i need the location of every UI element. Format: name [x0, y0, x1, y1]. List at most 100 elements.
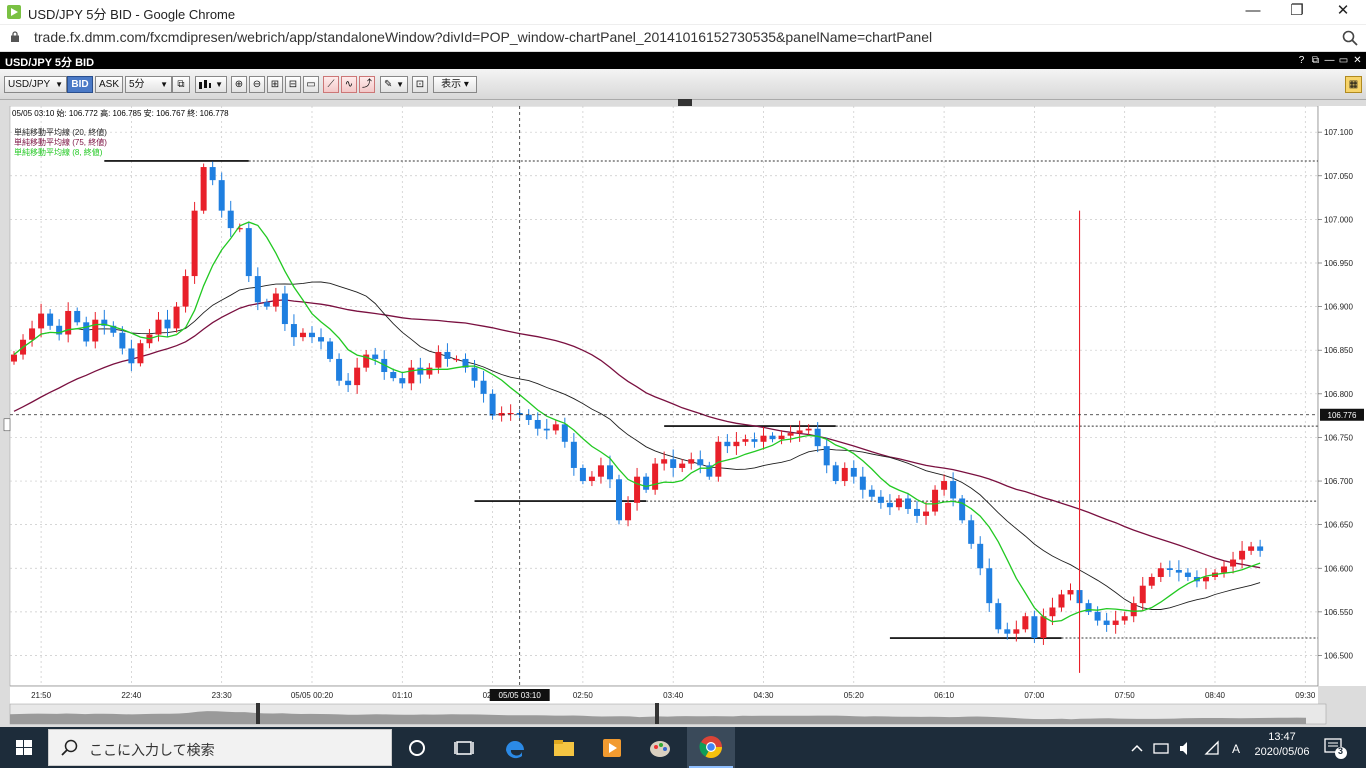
x-tick-label: 07:00 [1024, 691, 1045, 700]
candle-body [652, 463, 659, 490]
indicator-2-button[interactable]: ∿ [341, 76, 357, 93]
candles [11, 161, 1264, 645]
timeframe-select[interactable]: 5分 ▼ [125, 76, 172, 93]
zoom-out-button[interactable]: ⊖ [249, 76, 265, 93]
ma20-line [13, 281, 1261, 610]
paint-icon[interactable] [645, 733, 675, 763]
y-tick-label: 106.500 [1324, 651, 1353, 660]
pair-value: USD/JPY [8, 79, 51, 90]
close-window-button[interactable]: ✕ [1336, 2, 1350, 19]
candle-body [318, 337, 325, 342]
system-tray[interactable]: A [1128, 738, 1248, 758]
candle-body [579, 467, 586, 482]
candle-body [1139, 585, 1146, 604]
chevron-down-icon: ▼ [215, 80, 223, 89]
chart-type-select[interactable]: ▼ [195, 76, 227, 93]
current-price-label: 106.776 [1328, 411, 1357, 420]
help-button[interactable]: ? [1298, 55, 1305, 66]
settings-button[interactable]: ▦ [1345, 76, 1362, 93]
candle-body [543, 428, 550, 431]
candle-body [841, 467, 848, 482]
panel-maximize-button[interactable]: ▭ [1338, 55, 1349, 66]
restore-button[interactable]: ❐ [1290, 2, 1304, 19]
ma75-line [13, 299, 1261, 569]
task-view-icon[interactable] [449, 733, 479, 763]
candle-body [462, 358, 469, 368]
display-menu-button[interactable]: 表示 ▾ [433, 76, 477, 93]
compare-button[interactable]: ⧉ [172, 76, 190, 93]
pair-select[interactable]: USD/JPY ▼ [4, 76, 67, 93]
app-logo-icon [7, 5, 21, 19]
collapse-handle[interactable] [678, 99, 692, 110]
x-tick-label: 07:50 [1115, 691, 1136, 700]
panel-icon: ▭ [306, 79, 316, 90]
indicator-1-button[interactable]: ⟋ [323, 76, 339, 93]
candle-body [588, 476, 595, 482]
candle-body [453, 358, 460, 361]
candle-body [1221, 566, 1228, 573]
panel-title: USD/JPY 5分 BID [5, 57, 95, 69]
zoom-icon[interactable] [1341, 29, 1359, 47]
file-explorer-icon[interactable] [549, 733, 579, 763]
price-chart[interactable]: 107.100 107.050 107.000 106.950 106.900 106.8… [0, 106, 1366, 726]
url-path: /fxcmdipresen/webrich/app/standaloneWind… [146, 29, 933, 45]
candle-body [435, 351, 442, 368]
url-text[interactable]: trade.fx.dmm.com/fxcmdipresen/webrich/ap… [34, 29, 932, 45]
taskbar-clock[interactable]: 13:47 2020/05/06 [1246, 731, 1318, 758]
ime-icon[interactable]: A [1232, 742, 1240, 756]
start-button[interactable] [0, 727, 48, 768]
legend-ma75: 単純移動平均線 (75, 終値) [14, 138, 107, 147]
media-player-icon[interactable] [597, 733, 627, 763]
battery-icon[interactable] [1153, 743, 1169, 754]
zoom-in-button[interactable]: ⊕ [231, 76, 247, 93]
candle-body [850, 467, 857, 477]
show-hidden-icons-icon[interactable] [1131, 744, 1143, 752]
candle-body [1112, 620, 1119, 625]
candle-body [886, 502, 893, 508]
layout-2-button[interactable]: ⊟ [285, 76, 301, 93]
search-placeholder: ここに入力して検索 [89, 742, 215, 758]
candle-body [823, 446, 830, 466]
notification-center-button[interactable]: 3 [1322, 736, 1348, 760]
panel-close-button[interactable]: ✕ [1353, 55, 1362, 66]
candle-body [742, 439, 749, 442]
x-tick-label: 21:50 [31, 691, 52, 700]
candle-body [634, 476, 641, 503]
taskbar-search[interactable]: ここに入力して検索 [48, 729, 392, 766]
screenshot-button[interactable]: ⊡ [412, 76, 428, 93]
clock-time: 13:47 [1268, 731, 1296, 743]
bid-button[interactable]: BID [67, 76, 93, 93]
wifi-icon[interactable] [1204, 740, 1219, 755]
layout-3-button[interactable]: ▭ [303, 76, 319, 93]
candle-body [796, 430, 803, 434]
ask-button[interactable]: ASK [95, 76, 123, 93]
candle-body [733, 441, 740, 447]
line-draw-icon: ⟋ [327, 79, 335, 90]
candle-body [164, 319, 171, 329]
candle-body [345, 380, 352, 386]
candle-body [281, 293, 288, 325]
indicator-3-button[interactable]: ⤴ [359, 76, 375, 93]
candle-body [74, 310, 81, 323]
volume-icon[interactable] [1180, 742, 1187, 755]
navigator-right-handle[interactable] [655, 703, 659, 724]
candle-body [290, 324, 297, 338]
y-tick-label: 106.600 [1324, 564, 1353, 573]
y-tick-label: 107.100 [1324, 128, 1353, 137]
candle-body [29, 328, 36, 340]
chrome-icon [699, 736, 722, 758]
edge-browser-icon[interactable] [500, 733, 530, 763]
minimize-button[interactable]: — [1245, 2, 1261, 19]
cursor-time-label: 05/05 03:10 [499, 691, 542, 700]
candle-body [1067, 590, 1074, 595]
panel-minimize-button[interactable]: — [1324, 55, 1335, 66]
lock-icon[interactable] [11, 31, 19, 42]
cortana-icon[interactable] [402, 733, 432, 763]
address-bar[interactable]: trade.fx.dmm.com/fxcmdipresen/webrich/ap… [0, 25, 1366, 51]
navigator-left-handle[interactable] [256, 703, 260, 724]
layout-1-button[interactable]: ⊞ [267, 76, 283, 93]
draw-tool-select[interactable]: ✎ ▼ [380, 76, 408, 93]
chrome-taskbar-item[interactable] [687, 727, 735, 768]
popout-button[interactable]: ⧉ [1311, 55, 1320, 66]
